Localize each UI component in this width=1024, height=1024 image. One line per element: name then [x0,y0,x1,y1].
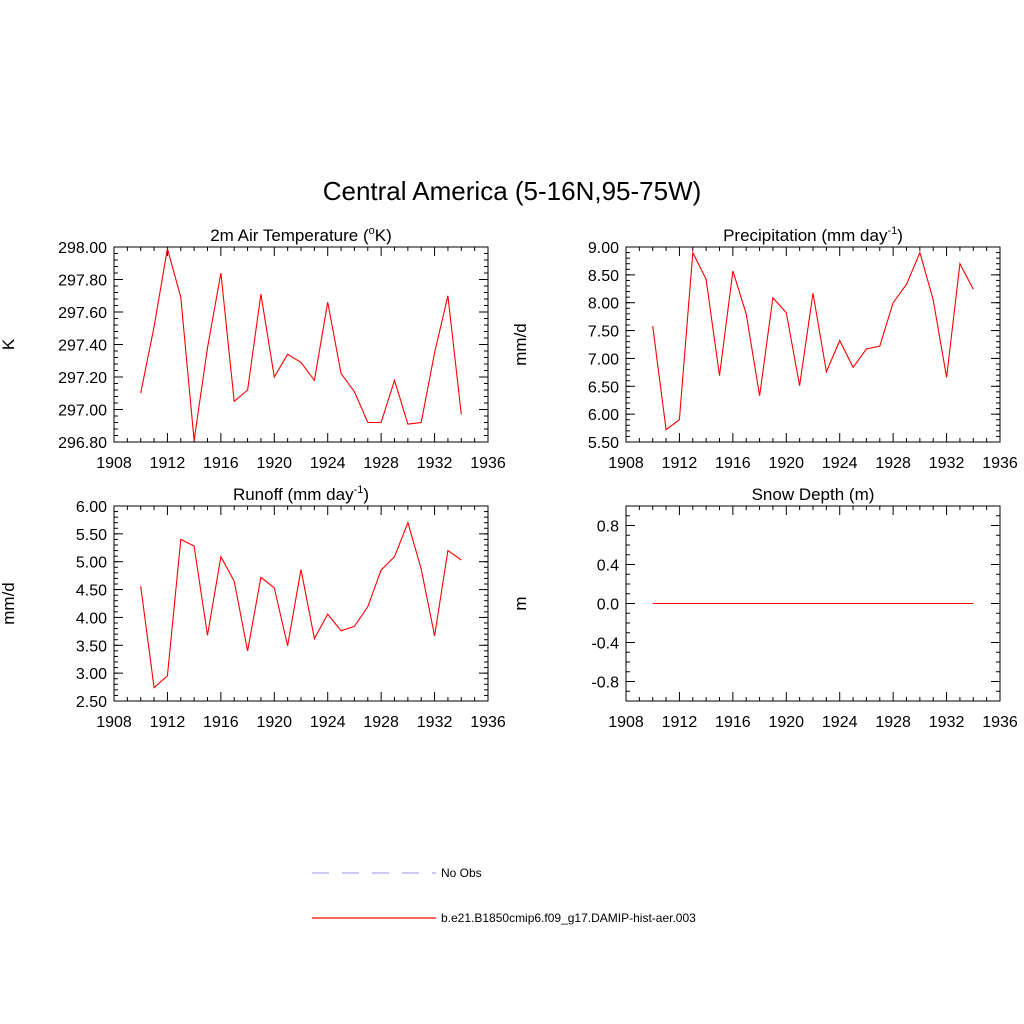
panel-3: 1908 1912 1916 1920 1924 1928 1932 1936 2.50 3.00… [0,484,506,731]
y-tick-label: -0.8 [591,675,619,692]
x-tick-label: 1916 [203,455,239,472]
x-tick-label: 1924 [310,714,346,731]
x-tick-label: 1932 [417,714,453,731]
y-axis-label: K [0,338,18,350]
panel-title-superscript: -1 [887,225,897,237]
y-axis-label: m [511,596,530,610]
panel-title-superscript: -1 [354,484,364,496]
x-tick-label: 1912 [150,714,186,731]
y-tick-label: 5.50 [588,435,619,452]
y-tick-label: 297.40 [58,338,107,355]
y-tick-label: 0.4 [597,558,619,575]
x-tick-label: 1920 [256,455,292,472]
y-tick-label: 9.00 [588,240,619,257]
legend-label: b.e21.B1850cmip6.f09_g17.DAMIP-hist-aer.… [441,911,696,925]
y-tick-label: 3.50 [76,638,107,655]
x-tick-label: 1916 [715,455,751,472]
series-line [140,248,462,441]
x-tick-label: 1912 [662,455,698,472]
panel-title: Precipitation (mm day-1) [723,225,903,245]
panel-title-main: Snow Depth (m) [752,485,875,504]
y-tick-label: 3.00 [76,666,107,683]
panel-title-main: Precipitation (mm day [723,226,888,245]
x-tick-label: 1920 [768,455,804,472]
legend-label: No Obs [441,866,482,880]
y-tick-label: 297.00 [58,403,107,420]
x-tick-label: 1936 [470,714,506,731]
plot-frame [625,246,1001,443]
x-tick-label: 1912 [662,714,698,731]
y-tick-label: 0.8 [597,519,619,536]
panel-title: Snow Depth (m) [752,485,875,504]
y-tick-label: 6.00 [588,407,619,424]
panel-4: 1908 1912 1916 1920 1924 1928 1932 1936 -0.8 -0.4… [511,485,1018,731]
panel-title-tail: ) [363,485,369,504]
y-tick-label: 298.00 [58,240,107,257]
y-tick-label: 4.00 [76,610,107,627]
x-tick-label: 1936 [982,455,1018,472]
x-tick-label: 1908 [96,714,132,731]
y-tick-label: 4.50 [76,583,107,600]
y-tick-label: 296.80 [58,435,107,452]
x-tick-label: 1932 [929,714,965,731]
y-tick-label: 8.50 [588,268,619,285]
y-tick-label: 297.60 [58,305,107,322]
x-tick-label: 1924 [310,455,346,472]
y-tick-label: 6.50 [588,379,619,396]
plot-frame [113,246,489,443]
x-tick-label: 1908 [96,455,132,472]
y-tick-label: -0.4 [591,636,619,653]
x-tick-label: 1932 [417,455,453,472]
x-tick-label: 1908 [608,455,644,472]
panel-title-tail: ) [897,226,903,245]
panel-title-tail: K) [375,226,392,245]
x-tick-label: 1912 [150,455,186,472]
panel-1: 1908 1912 1916 1920 1924 1928 1932 1936 296.80 29… [0,225,506,472]
y-tick-label: 0.0 [597,597,619,614]
y-tick-label: 297.20 [58,370,107,387]
x-tick-label: 1928 [875,455,911,472]
series-line [140,520,462,689]
panel-title: 2m Air Temperature (oK) [210,225,392,245]
series-line [652,250,974,431]
y-tick-label: 6.00 [76,499,107,516]
x-tick-label: 1928 [875,714,911,731]
y-tick-label: 8.00 [588,296,619,313]
y-axis-label: mm/d [0,582,18,625]
figure-title: Central America (5-16N,95-75W) [323,176,702,206]
x-tick-label: 1936 [982,714,1018,731]
y-axis-label: mm/d [511,323,530,366]
y-tick-label: 2.50 [76,694,107,711]
plot-frame [113,505,489,702]
x-tick-label: 1920 [768,714,804,731]
x-tick-label: 1908 [608,714,644,731]
x-tick-label: 1920 [256,714,292,731]
x-tick-label: 1924 [822,455,858,472]
x-tick-label: 1932 [929,455,965,472]
legend: No Obs b.e21.B1850cmip6.f09_g17.DAMIP-his… [312,866,696,925]
y-tick-label: 5.00 [76,555,107,572]
panel-2: 1908 1912 1916 1920 1924 1928 1932 1936 5.50 6.00… [511,225,1018,472]
panel-title-superscript: o [369,225,375,237]
y-tick-label: 7.00 [588,351,619,368]
x-tick-label: 1936 [470,455,506,472]
y-tick-label: 297.80 [58,273,107,290]
panels-group: 1908 1912 1916 1920 1924 1928 1932 1936 296.80 29… [0,225,1018,731]
panel-title-main: 2m Air Temperature ( [210,226,369,245]
x-tick-label: 1916 [715,714,751,731]
x-tick-label: 1928 [363,714,399,731]
panel-title: Runoff (mm day-1) [233,484,369,504]
y-tick-label: 7.50 [588,324,619,341]
x-tick-label: 1928 [363,455,399,472]
x-tick-label: 1916 [203,714,239,731]
panel-title-main: Runoff (mm day [233,485,354,504]
x-tick-label: 1924 [822,714,858,731]
y-tick-label: 5.50 [76,527,107,544]
